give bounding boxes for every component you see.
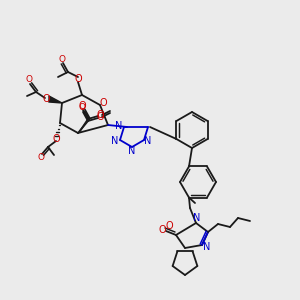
Text: O: O — [96, 112, 104, 122]
Text: O: O — [74, 74, 82, 84]
Text: O: O — [99, 98, 107, 108]
Text: O: O — [79, 103, 86, 112]
Text: N: N — [144, 136, 152, 146]
Polygon shape — [49, 96, 62, 103]
Text: O: O — [42, 94, 50, 104]
Text: O: O — [158, 225, 166, 235]
Text: O: O — [96, 110, 104, 120]
Text: O: O — [165, 221, 173, 231]
Text: N: N — [128, 146, 136, 156]
Text: N: N — [111, 136, 119, 146]
Text: O: O — [52, 134, 60, 144]
Text: N: N — [193, 213, 201, 223]
Text: O: O — [58, 56, 65, 64]
Text: O: O — [26, 76, 32, 85]
Text: N: N — [203, 242, 211, 252]
Text: O: O — [78, 101, 86, 111]
Text: O: O — [38, 154, 44, 163]
Text: N: N — [115, 121, 123, 131]
